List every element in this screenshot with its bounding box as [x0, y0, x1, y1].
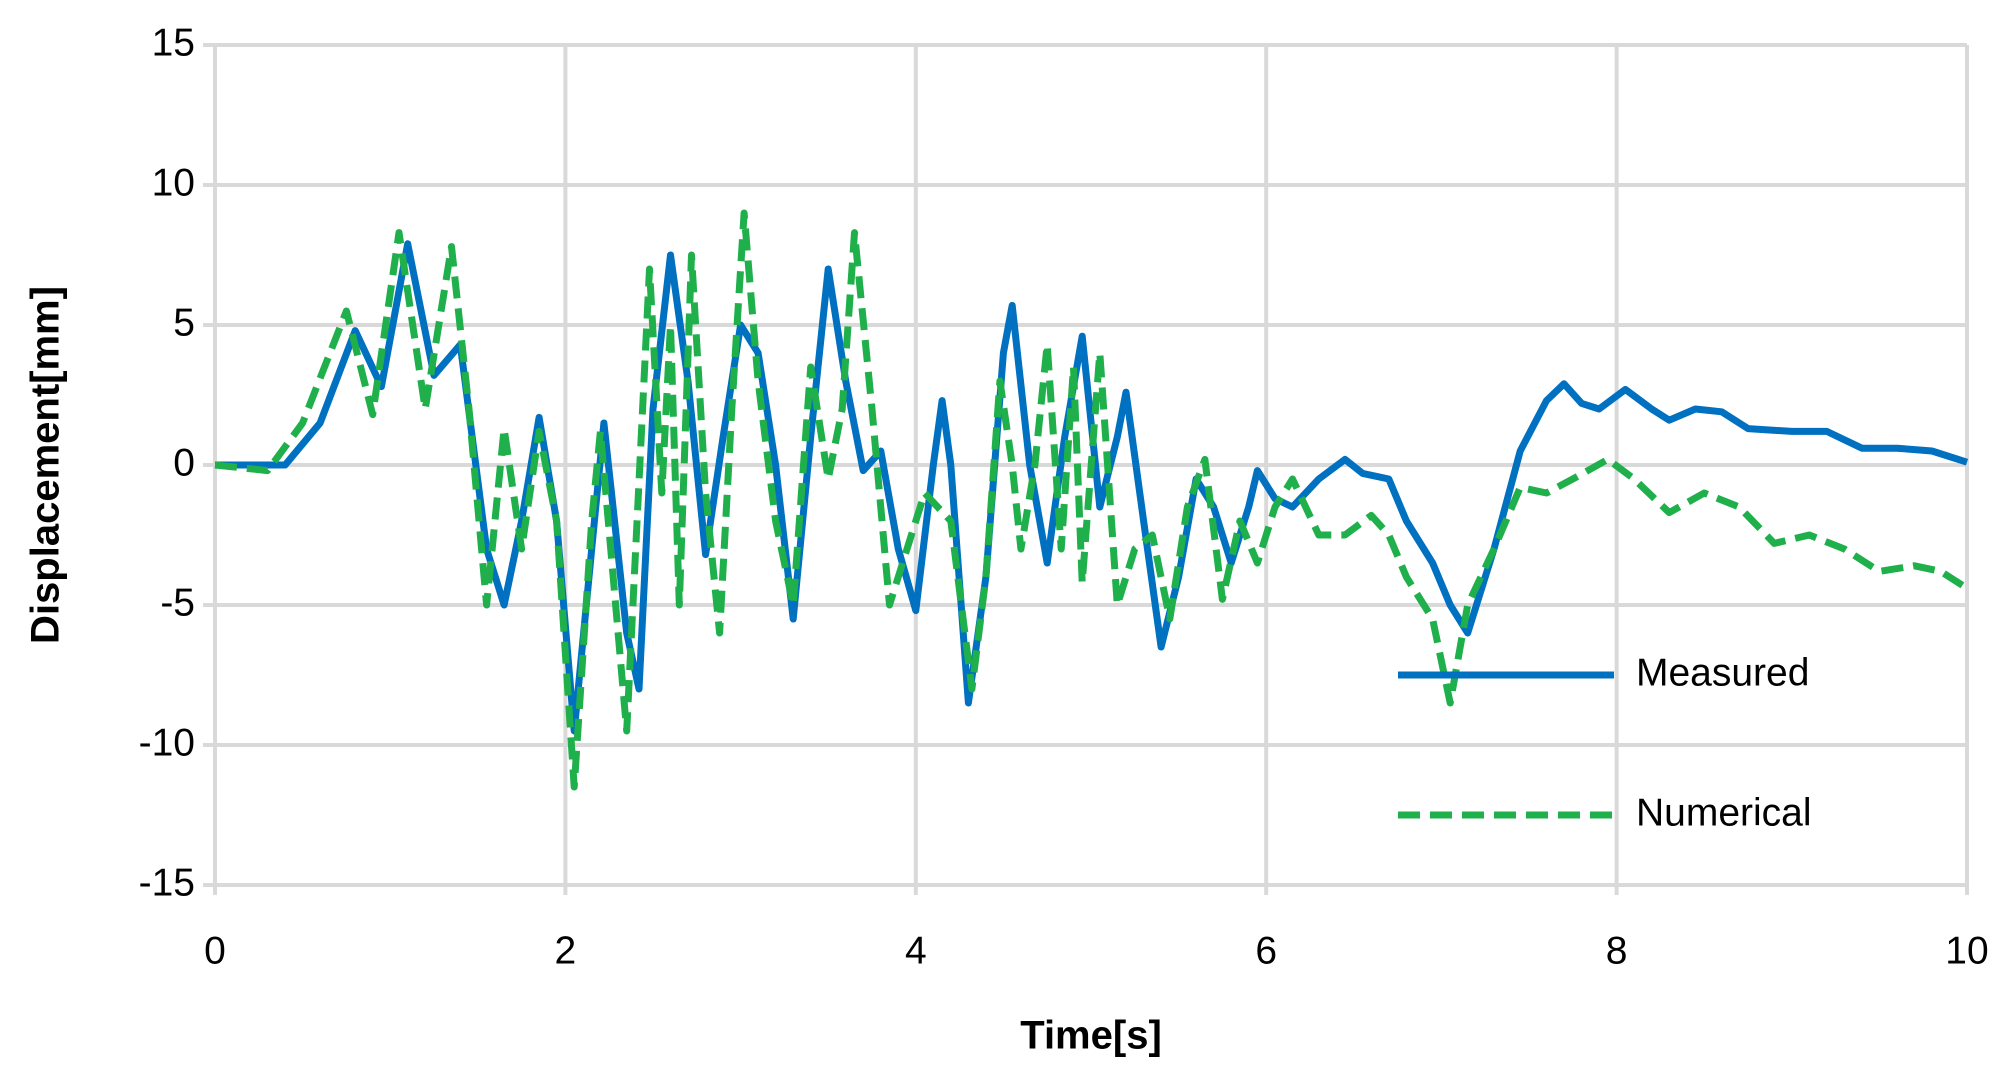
x-tick-label: 10: [1945, 929, 1988, 972]
y-tick-label: 0: [173, 441, 195, 484]
x-axis-title: Time[s]: [1020, 1014, 1162, 1058]
y-tick-label: -5: [160, 581, 195, 624]
legend-label: Measured: [1636, 651, 1809, 694]
x-tick-label: 0: [204, 929, 226, 972]
x-tick-label: 2: [555, 929, 577, 972]
x-tick-label: 8: [1606, 929, 1628, 972]
y-axis-title: Displacement[mm]: [24, 286, 68, 644]
legend-label: Numerical: [1636, 791, 1812, 834]
y-tick-label: 15: [152, 21, 195, 64]
data-line: [214, 209, 1969, 791]
y-tick-label: -15: [139, 861, 195, 904]
y-tick-label: -10: [139, 721, 195, 764]
y-tick-label: 5: [173, 301, 195, 344]
y-tick-label: 10: [152, 161, 195, 204]
x-tick-label: 6: [1255, 929, 1277, 972]
x-tick-label: 4: [905, 929, 927, 972]
